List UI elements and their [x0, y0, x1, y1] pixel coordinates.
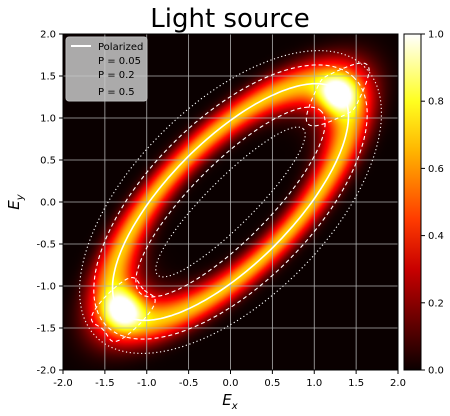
chart-title: Light source: [150, 4, 310, 34]
y-axis-ticks: -2.0 -1.5 -1.0 -0.5 0.0 0.5 1.0 1.5 2.0: [36, 30, 63, 377]
contour-p02-outer: [93, 64, 368, 340]
y-tick-label: 1.5: [40, 72, 56, 83]
y-tick-label: -1.0: [36, 282, 56, 293]
x-axis-label-sub: x: [231, 401, 238, 412]
contour-p05-peak-0: [305, 62, 370, 127]
y-axis-label-sub: y: [15, 193, 26, 201]
polarized-curve: [111, 82, 350, 322]
legend-entry-3-label: P = 0.5: [98, 87, 135, 98]
x-tick-label: 0.5: [264, 378, 280, 389]
legend-entry-2-label: P = 0.2: [98, 70, 135, 81]
legend: Polarized P = 0.05 P = 0.2 P = 0.5: [65, 36, 148, 102]
legend-entry-1-label: P = 0.05: [98, 56, 141, 67]
y-tick-label: -2.0: [36, 366, 56, 377]
y-tick-label: 0.5: [40, 156, 56, 167]
y-axis-label-main: E: [5, 200, 23, 210]
x-tick-label: -1.5: [95, 378, 115, 389]
x-tick-label: 1.5: [348, 378, 364, 389]
x-tick-label: -2.0: [53, 378, 73, 389]
x-axis-label-main: E: [222, 391, 232, 409]
colorbar-tick-label: 0.4: [428, 231, 444, 242]
colorbar: 0.0 0.2 0.4 0.6 0.8 1.0: [403, 30, 444, 377]
colorbar-ticks: 0.0 0.2 0.4 0.6 0.8 1.0: [421, 30, 444, 377]
legend-entry-0-label: Polarized: [98, 42, 143, 53]
y-tick-label: -1.5: [36, 324, 56, 335]
y-axis-label: Ey: [5, 193, 26, 209]
contour-p02-inner: [135, 106, 326, 298]
y-tick-label: 1.0: [40, 114, 56, 125]
x-axis-label: Ex: [222, 391, 237, 412]
colorbar-tick-label: 0.6: [428, 164, 444, 175]
x-tick-label: 2.0: [390, 378, 406, 389]
y-tick-label: 0.0: [40, 198, 56, 209]
contour-p05-peak-1: [90, 276, 156, 343]
x-tick-label: -0.5: [179, 378, 199, 389]
y-tick-label: -0.5: [36, 240, 56, 251]
grid-lines: [63, 34, 398, 370]
contour-p05-outer: [79, 50, 382, 354]
y-tick-label: 2.0: [40, 30, 56, 41]
contour-lines: [79, 50, 382, 354]
x-tick-label: -1.0: [137, 378, 157, 389]
colorbar-tick-label: 0.0: [428, 366, 444, 377]
x-tick-label: 0.0: [223, 378, 239, 389]
x-tick-label: 1.0: [306, 378, 322, 389]
legend-box: [65, 36, 148, 102]
colorbar-tick-label: 0.8: [428, 97, 444, 108]
colorbar-tick-label: 1.0: [428, 30, 444, 41]
x-axis-ticks: -2.0 -1.5 -1.0 -0.5 0.0 0.5 1.0 1.5 2.0: [53, 370, 406, 389]
contour-p05-inner: [155, 126, 306, 278]
colorbar-tick-label: 0.2: [428, 298, 444, 309]
colorbar-gradient: [403, 33, 422, 371]
